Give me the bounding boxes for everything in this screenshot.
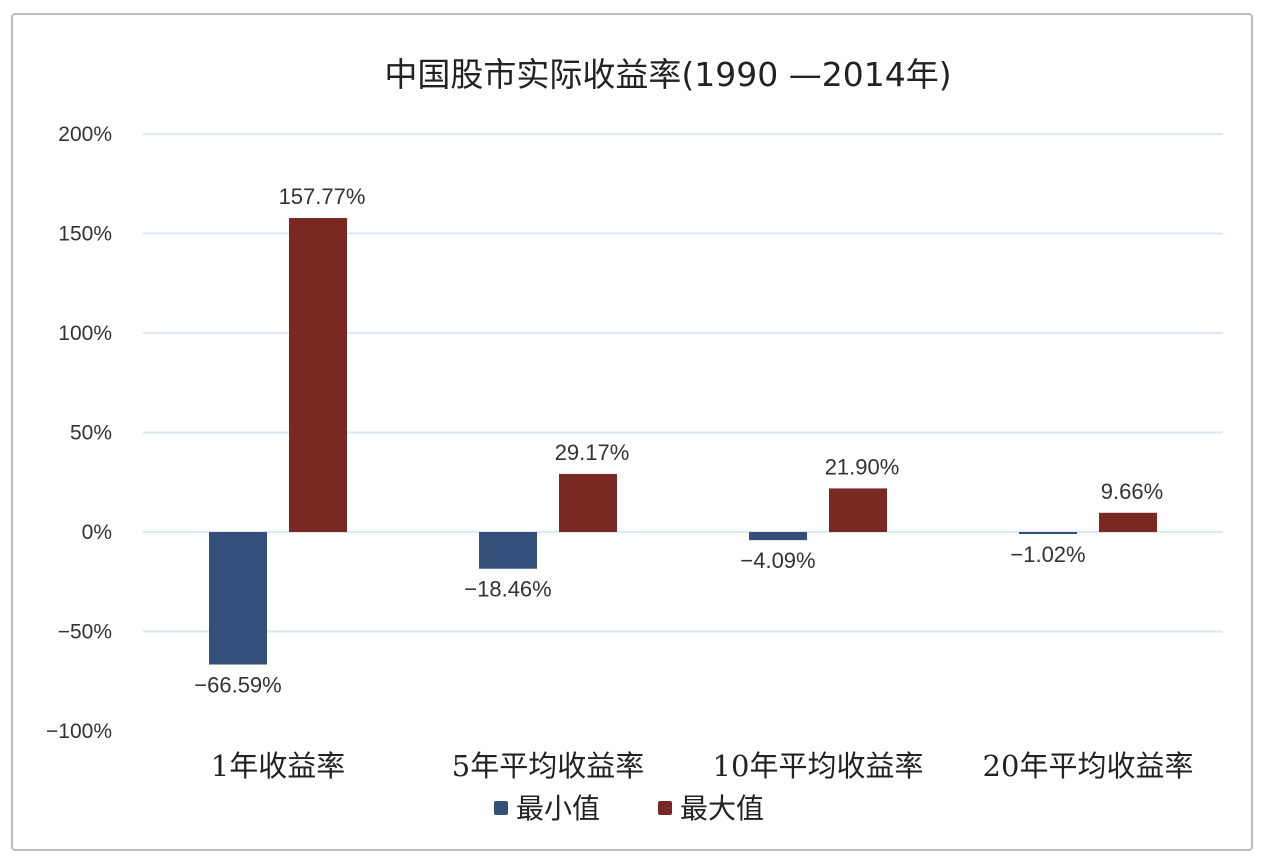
bar-max [829, 488, 887, 532]
bar-min [1019, 532, 1077, 535]
y-tick-label: 50% [70, 422, 112, 445]
data-label: 157.77% [279, 184, 366, 209]
y-tick-label: 100% [58, 322, 112, 345]
legend-label: 最大值 [680, 792, 764, 825]
bar-min [209, 532, 267, 665]
bar-max [1099, 512, 1157, 532]
x-axis-categories: 1年收益率 5年平均收益率 10年平均收益率 20年平均收益率 [211, 749, 1194, 783]
legend-swatch [658, 801, 672, 815]
data-label: −66.59% [194, 673, 281, 698]
data-label: 9.66% [1101, 479, 1163, 504]
y-tick-label: −100% [46, 720, 112, 743]
x-category-label: 1年收益率 [211, 749, 345, 783]
y-tick-label: 0% [82, 521, 112, 544]
y-axis-ticks: −100% −50% 0% 50% 100% 150% 200% [46, 123, 112, 743]
legend: 最小值 最大值 [494, 792, 764, 825]
y-tick-label: 150% [58, 223, 112, 246]
x-category-label: 20年平均收益率 [983, 749, 1194, 783]
chart-title: 中国股市实际收益率(1990 —2014年) [384, 55, 951, 94]
bar-max [289, 218, 347, 532]
data-label: −1.02% [1010, 542, 1085, 567]
legend-swatch [494, 801, 508, 815]
y-tick-label: −50% [58, 621, 112, 644]
y-tick-label: 200% [58, 123, 112, 146]
data-label: 21.90% [825, 454, 900, 479]
bar-max [559, 473, 617, 532]
data-label: −4.09% [740, 548, 815, 573]
legend-label: 最小值 [516, 792, 600, 825]
bar-min [479, 532, 537, 569]
data-label: −18.46% [464, 577, 551, 602]
x-category-label: 10年平均收益率 [713, 749, 924, 783]
data-labels: −66.59% 157.77% −18.46% 29.17% −4.09% 21.90% −… [194, 184, 1163, 697]
data-label: 29.17% [555, 440, 630, 465]
x-category-label: 5年平均收益率 [452, 749, 644, 783]
bar-min [749, 532, 807, 541]
bars [209, 218, 1157, 665]
